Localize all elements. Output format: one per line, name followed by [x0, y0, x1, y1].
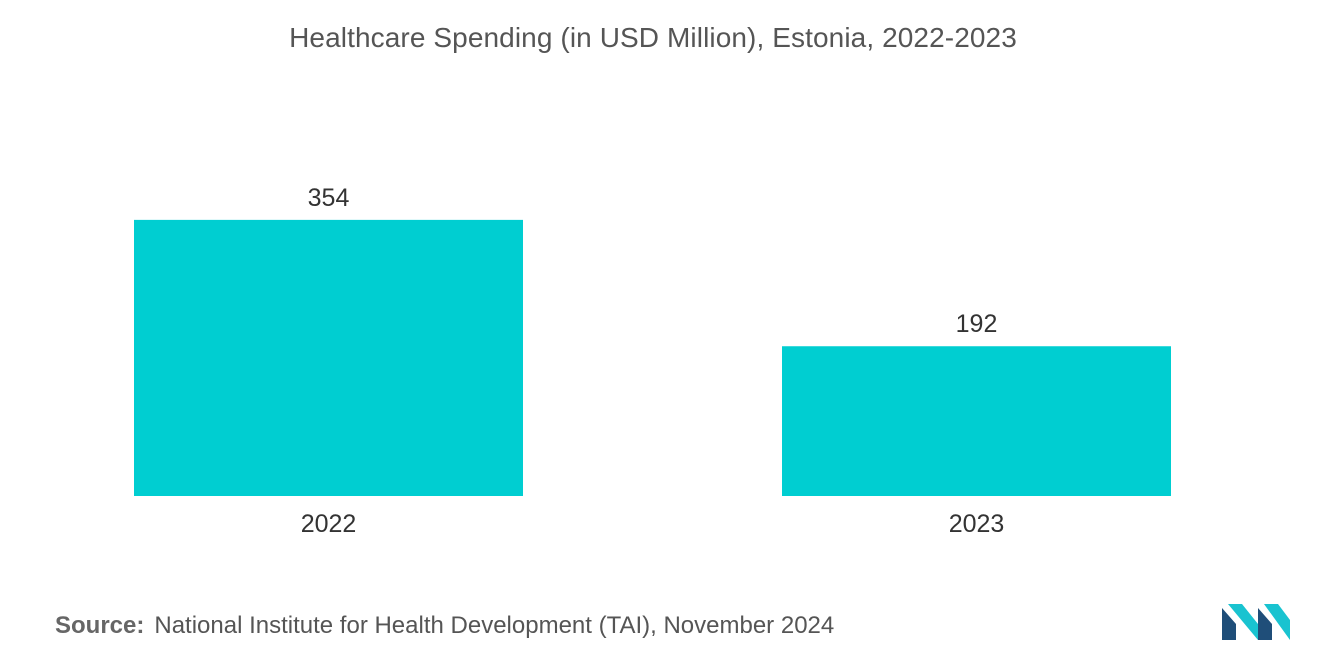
x-tick-label-2022: 2022: [301, 510, 357, 538]
bar-2023: [782, 346, 1171, 496]
chart-title: Healthcare Spending (in USD Million), Es…: [289, 22, 1017, 53]
data-label-2023: 192: [956, 310, 998, 338]
source-text: National Institute for Health Developmen…: [154, 612, 835, 639]
data-label-2022: 354: [308, 184, 350, 212]
bar-2022: [134, 219, 523, 496]
mordor-intelligence-logo-icon: [1222, 604, 1290, 640]
source-label: Source:: [55, 612, 145, 639]
source-note: Source: National Institute for Health Dev…: [55, 612, 834, 640]
x-tick-label-2023: 2023: [949, 510, 1005, 538]
